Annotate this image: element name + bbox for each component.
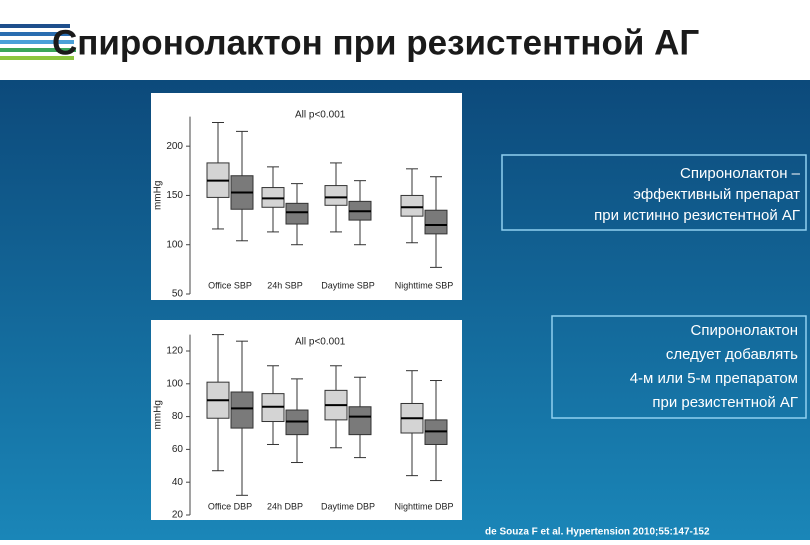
x-tick-label: Daytime SBP bbox=[321, 280, 375, 290]
annotation: All p<0.001 bbox=[295, 110, 346, 121]
callout-box bbox=[551, 315, 807, 419]
annotation: All p<0.001 bbox=[295, 337, 346, 348]
y-tick-label: 60 bbox=[172, 444, 184, 455]
y-tick-label: 100 bbox=[166, 378, 183, 389]
box bbox=[324, 185, 348, 206]
x-tick-label: 24h SBP bbox=[267, 280, 303, 290]
callout-line: при истинно резистентной АГ bbox=[594, 207, 800, 224]
callout-line: Спиронолактон – bbox=[680, 165, 801, 182]
box bbox=[400, 194, 424, 217]
box bbox=[230, 391, 254, 429]
y-tick-label: 120 bbox=[166, 346, 183, 357]
callout-line: при резистентной АГ bbox=[652, 394, 798, 411]
callout-line: эффективный препарат bbox=[633, 186, 800, 203]
x-tick-label: Office DBP bbox=[208, 501, 252, 511]
y-tick-label: 50 bbox=[172, 289, 184, 300]
callout-line: следует добавлять bbox=[666, 346, 798, 363]
y-tick-label: 80 bbox=[172, 411, 184, 422]
x-tick-label: Nighttime DBP bbox=[394, 501, 453, 511]
box bbox=[285, 202, 309, 225]
box bbox=[424, 209, 448, 235]
box bbox=[348, 406, 372, 436]
callout-box bbox=[501, 154, 807, 231]
callout-line: 4-м или 5-м препаратом bbox=[630, 370, 798, 387]
y-tick-label: 100 bbox=[166, 239, 183, 250]
x-tick-label: Nighttime SBP bbox=[395, 280, 454, 290]
y-tick-label: 200 bbox=[166, 141, 183, 152]
y-axis-label: mmHg bbox=[153, 400, 164, 429]
x-tick-label: Office SBP bbox=[208, 280, 252, 290]
citation: de Souza F et al. Hypertension 2010;55:1… bbox=[485, 527, 710, 538]
logo bbox=[0, 24, 76, 60]
y-tick-label: 20 bbox=[172, 510, 184, 521]
header-band bbox=[0, 0, 810, 80]
y-tick-label: 150 bbox=[166, 190, 183, 201]
callout-line: Спиронолактон bbox=[691, 322, 798, 339]
x-tick-label: Daytime DBP bbox=[321, 501, 375, 511]
y-axis-label: mmHg bbox=[153, 181, 164, 210]
x-tick-label: 24h DBP bbox=[267, 501, 303, 511]
slide-title: Спиронолактон при резистентной АГ bbox=[52, 23, 699, 62]
y-tick-label: 40 bbox=[172, 477, 184, 488]
